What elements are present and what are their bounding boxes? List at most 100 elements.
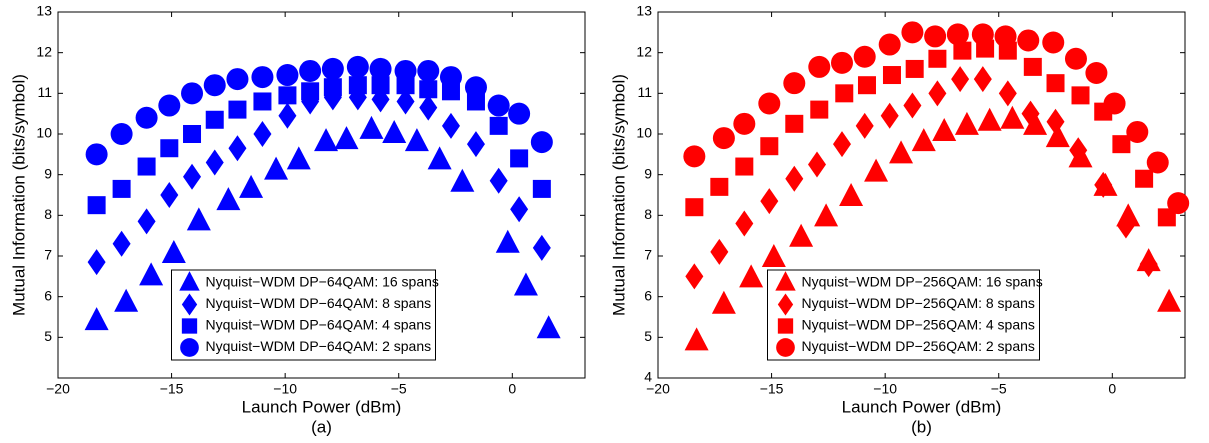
- marker-circle: [733, 112, 756, 135]
- marker-square: [489, 116, 508, 135]
- marker-triangle: [114, 288, 139, 312]
- y-tick-label: 5: [644, 328, 652, 344]
- marker-square: [532, 179, 551, 198]
- marker-square: [323, 78, 342, 97]
- marker-circle: [1042, 31, 1065, 54]
- y-tick-label: 10: [36, 125, 52, 141]
- legend-label: Nyquist−WDM DP−64QAM: 8 spans: [206, 295, 432, 311]
- legend-label: Nyquist−WDM DP−256QAM: 2 spans: [802, 338, 1035, 354]
- marker-square: [777, 318, 794, 334]
- marker-diamond: [855, 112, 874, 139]
- marker-triangle: [450, 168, 475, 192]
- marker-circle: [1103, 92, 1126, 115]
- marker-triangle: [427, 146, 452, 170]
- marker-diamond: [510, 196, 529, 223]
- y-tick-label: 9: [644, 165, 652, 181]
- marker-square: [371, 76, 390, 95]
- marker-circle: [508, 102, 531, 125]
- marker-triangle: [1045, 124, 1070, 148]
- y-tick-label: 9: [44, 165, 52, 181]
- marker-diamond: [1069, 137, 1088, 164]
- marker-circle: [417, 59, 440, 82]
- marker-circle: [971, 23, 994, 46]
- marker-triangle: [179, 271, 200, 291]
- marker-circle: [924, 25, 947, 48]
- marker-diamond: [253, 121, 272, 147]
- marker-triangle: [932, 117, 957, 141]
- marker-triangle: [359, 115, 384, 139]
- marker-triangle: [239, 174, 264, 198]
- marker-circle: [1064, 47, 1087, 70]
- marker-square: [710, 177, 729, 196]
- y-axis-label: Mutual Information (bits/symbol): [9, 74, 28, 316]
- marker-diamond: [278, 102, 297, 129]
- marker-triangle: [711, 290, 736, 314]
- x-tick-label: −10: [273, 381, 297, 397]
- legend-box: [171, 269, 436, 361]
- marker-square: [1023, 57, 1042, 76]
- marker-triangle: [814, 203, 839, 227]
- marker-diamond: [735, 210, 754, 237]
- marker-square: [1046, 74, 1065, 93]
- y-tick-label: 11: [37, 84, 52, 100]
- marker-diamond: [466, 131, 485, 158]
- marker-square: [810, 100, 829, 119]
- x-tick-label: 0: [1108, 381, 1116, 397]
- marker-circle: [181, 82, 204, 105]
- marker-circle: [783, 72, 806, 95]
- y-tick-label: 13: [36, 3, 52, 19]
- x-tick-label: −20: [646, 381, 670, 397]
- marker-triangle: [911, 128, 936, 152]
- marker-triangle: [314, 128, 339, 152]
- y-tick-label: 12: [36, 43, 52, 59]
- marker-circle: [901, 21, 924, 44]
- caption: (b): [911, 417, 932, 436]
- marker-circle: [439, 66, 462, 89]
- marker-triangle: [839, 183, 864, 207]
- marker-circle: [180, 338, 199, 357]
- marker-diamond: [160, 182, 179, 208]
- marker-circle: [464, 76, 487, 99]
- marker-square: [760, 137, 779, 156]
- y-tick-label: 6: [644, 287, 652, 303]
- marker-circle: [808, 55, 831, 78]
- marker-circle: [369, 57, 392, 80]
- marker-circle: [853, 45, 876, 68]
- y-tick-label: 7: [644, 247, 652, 263]
- marker-circle: [203, 74, 226, 97]
- marker-triangle: [889, 140, 914, 164]
- x-tick-label: −10: [873, 381, 897, 397]
- marker-triangle: [684, 327, 709, 351]
- marker-diamond: [419, 94, 438, 121]
- marker-diamond: [903, 92, 922, 119]
- marker-triangle: [775, 271, 796, 291]
- marker-diamond: [228, 135, 247, 162]
- legend-label: Nyquist−WDM DP−256QAM: 4 spans: [802, 317, 1035, 333]
- y-axis-label: Mutual Information (bits/symbol): [609, 74, 628, 316]
- marker-square: [1112, 135, 1131, 154]
- legend-label: Nyquist−WDM DP−64QAM: 2 spans: [206, 338, 432, 354]
- marker-diamond: [1116, 212, 1135, 239]
- marker-triangle: [864, 158, 889, 182]
- marker-square: [857, 76, 876, 95]
- marker-diamond: [1139, 251, 1158, 278]
- marker-circle: [530, 131, 553, 154]
- marker-diamond: [951, 66, 970, 93]
- marker-square: [685, 198, 704, 217]
- marker-triangle: [761, 244, 786, 268]
- marker-diamond: [785, 165, 804, 192]
- marker-diamond: [532, 234, 551, 261]
- marker-triangle: [1023, 111, 1048, 135]
- marker-triangle: [334, 126, 359, 150]
- y-tick-label: 7: [44, 247, 52, 263]
- marker-triangle: [495, 229, 520, 253]
- marker-circle: [758, 92, 781, 115]
- marker-diamond: [441, 112, 460, 139]
- marker-circle: [994, 25, 1017, 48]
- marker-diamond: [137, 208, 156, 235]
- marker-diamond: [808, 151, 827, 178]
- marker-square: [112, 179, 131, 198]
- marker-circle: [394, 59, 417, 82]
- marker-triangle: [382, 120, 407, 143]
- marker-diamond: [928, 80, 947, 107]
